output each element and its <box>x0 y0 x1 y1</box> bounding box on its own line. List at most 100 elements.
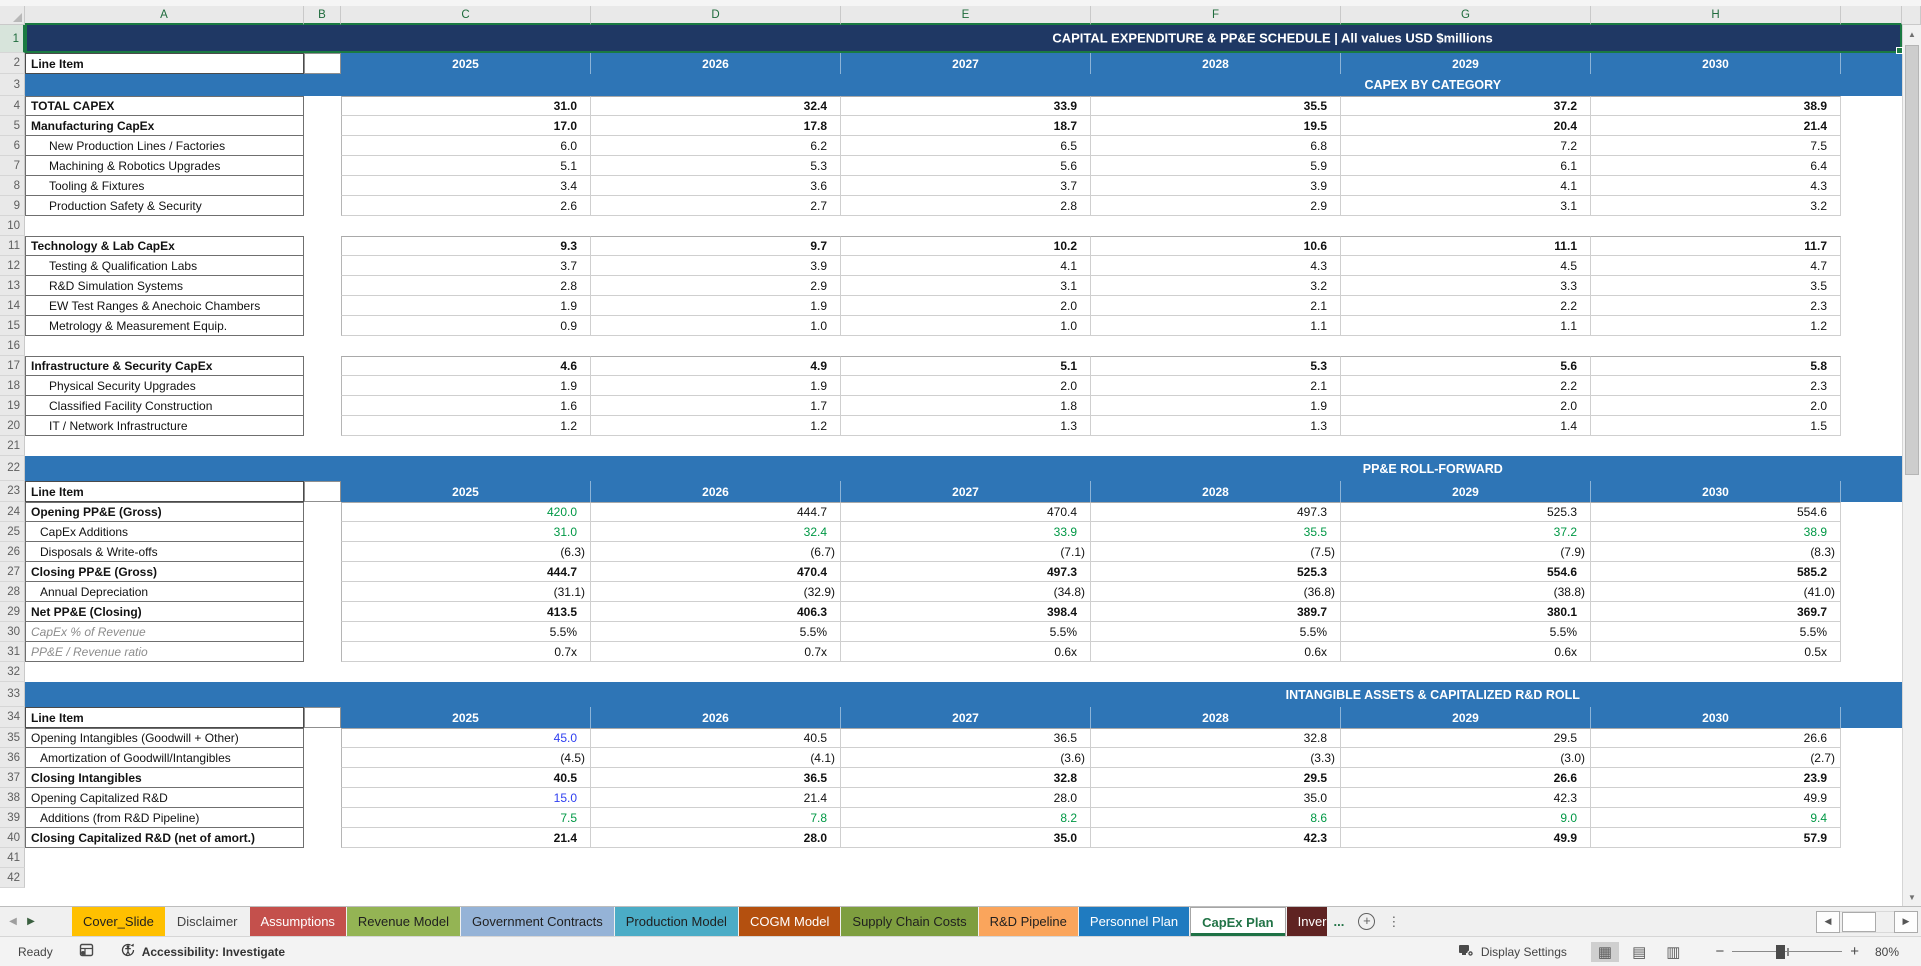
horizontal-scroll-track[interactable] <box>1840 910 1894 933</box>
column-header-D[interactable]: D <box>591 6 841 25</box>
cell-H30[interactable]: 5.5% <box>1591 622 1841 642</box>
cell-B15[interactable] <box>304 316 341 336</box>
row-header-40[interactable]: 40 <box>0 828 25 848</box>
cell-A2[interactable]: Line Item <box>25 53 304 74</box>
year-header-2025-row2[interactable]: 2025 <box>341 53 591 74</box>
display-settings-button[interactable]: Display Settings <box>1458 943 1567 961</box>
row-header-4[interactable]: 4 <box>0 96 25 116</box>
cell-H14[interactable]: 2.3 <box>1591 296 1841 316</box>
new-sheet-button[interactable]: + <box>1358 913 1376 930</box>
cell-F14[interactable]: 2.1 <box>1091 296 1341 316</box>
cell-F28[interactable]: (36.8) <box>1091 582 1341 602</box>
cell-C39[interactable]: 7.5 <box>341 808 591 828</box>
hscroll-right-button[interactable]: ▶ <box>1894 910 1918 933</box>
cell-C7[interactable]: 5.1 <box>341 156 591 176</box>
row-header-36[interactable]: 36 <box>0 748 25 768</box>
cell-B39[interactable] <box>304 808 341 828</box>
cell-A18[interactable]: Physical Security Upgrades <box>25 376 304 396</box>
cell-H29[interactable]: 369.7 <box>1591 602 1841 622</box>
cell-D27[interactable]: 470.4 <box>591 562 841 582</box>
cell-F40[interactable]: 42.3 <box>1091 828 1341 848</box>
cell-A6[interactable]: New Production Lines / Factories <box>25 136 304 156</box>
cell-G40[interactable]: 49.9 <box>1341 828 1591 848</box>
cell-D39[interactable]: 7.8 <box>591 808 841 828</box>
cell-A15[interactable]: Metrology & Measurement Equip. <box>25 316 304 336</box>
sheet-tab-personnel-plan[interactable]: Personnel Plan <box>1078 907 1190 936</box>
year-header-2026-row23[interactable]: 2026 <box>591 481 841 502</box>
year-header-2027-row23[interactable]: 2027 <box>841 481 1091 502</box>
cell-C11[interactable]: 9.3 <box>341 236 591 256</box>
year-header-2026-row2[interactable]: 2026 <box>591 53 841 74</box>
cell-C17[interactable]: 4.6 <box>341 356 591 376</box>
row-header-28[interactable]: 28 <box>0 582 25 602</box>
cell-F30[interactable]: 5.5% <box>1091 622 1341 642</box>
cell-H28[interactable]: (41.0) <box>1591 582 1841 602</box>
cell-E29[interactable]: 398.4 <box>841 602 1091 622</box>
row-header-8[interactable]: 8 <box>0 176 25 196</box>
cell-F4[interactable]: 35.5 <box>1091 96 1341 116</box>
cell-G19[interactable]: 2.0 <box>1341 396 1591 416</box>
cell-A20[interactable]: IT / Network Infrastructure <box>25 416 304 436</box>
cell-D6[interactable]: 6.2 <box>591 136 841 156</box>
cell-E11[interactable]: 10.2 <box>841 236 1091 256</box>
cell-F26[interactable]: (7.5) <box>1091 542 1341 562</box>
cell-D20[interactable]: 1.2 <box>591 416 841 436</box>
cell-A28[interactable]: Annual Depreciation <box>25 582 304 602</box>
cell-B27[interactable] <box>304 562 341 582</box>
cell-H12[interactable]: 4.7 <box>1591 256 1841 276</box>
cell-D13[interactable]: 2.9 <box>591 276 841 296</box>
cell-D8[interactable]: 3.6 <box>591 176 841 196</box>
cell-F5[interactable]: 19.5 <box>1091 116 1341 136</box>
cell-F17[interactable]: 5.3 <box>1091 356 1341 376</box>
sheet-tab-r-d-pipeline[interactable]: R&D Pipeline <box>978 907 1078 936</box>
cell-E17[interactable]: 5.1 <box>841 356 1091 376</box>
scroll-up-button[interactable]: ▲ <box>1903 25 1921 43</box>
cell-H24[interactable]: 554.6 <box>1591 502 1841 522</box>
row-header-39[interactable]: 39 <box>0 808 25 828</box>
year-header-2029-row2[interactable]: 2029 <box>1341 53 1591 74</box>
row-header-31[interactable]: 31 <box>0 642 25 662</box>
year-header-2027-row34[interactable]: 2027 <box>841 707 1091 728</box>
cell-E9[interactable]: 2.8 <box>841 196 1091 216</box>
row-header-19[interactable]: 19 <box>0 396 25 416</box>
cell-C29[interactable]: 413.5 <box>341 602 591 622</box>
cell-B9[interactable] <box>304 196 341 216</box>
column-header-B[interactable]: B <box>304 6 341 25</box>
cell-B12[interactable] <box>304 256 341 276</box>
cell-G36[interactable]: (3.0) <box>1341 748 1591 768</box>
cell-A12[interactable]: Testing & Qualification Labs <box>25 256 304 276</box>
cell-A40[interactable]: Closing Capitalized R&D (net of amort.) <box>25 828 304 848</box>
cell-D31[interactable]: 0.7x <box>591 642 841 662</box>
cell-E8[interactable]: 3.7 <box>841 176 1091 196</box>
cell-G9[interactable]: 3.1 <box>1341 196 1591 216</box>
cell-F9[interactable]: 2.9 <box>1091 196 1341 216</box>
cell-D28[interactable]: (32.9) <box>591 582 841 602</box>
cell-H8[interactable]: 4.3 <box>1591 176 1841 196</box>
cell-A34[interactable]: Line Item <box>25 707 304 728</box>
row-header-35[interactable]: 35 <box>0 728 25 748</box>
cell-C5[interactable]: 17.0 <box>341 116 591 136</box>
view-page-layout-button[interactable]: ▤ <box>1632 943 1647 961</box>
cell-A25[interactable]: CapEx Additions <box>25 522 304 542</box>
row-header-16[interactable]: 16 <box>0 336 25 356</box>
cell-G8[interactable]: 4.1 <box>1341 176 1591 196</box>
view-page-break-button[interactable]: ▥ <box>1666 943 1681 961</box>
sheet-title-cell[interactable]: CAPITAL EXPENDITURE & PP&E SCHEDULE | Al… <box>25 25 1903 54</box>
cell-D25[interactable]: 32.4 <box>591 522 841 542</box>
cell-B20[interactable] <box>304 416 341 436</box>
cell-D26[interactable]: (6.7) <box>591 542 841 562</box>
row-header-21[interactable]: 21 <box>0 436 25 456</box>
cell-D35[interactable]: 40.5 <box>591 728 841 748</box>
cell-D17[interactable]: 4.9 <box>591 356 841 376</box>
column-header-H[interactable]: H <box>1591 6 1841 25</box>
cell-H26[interactable]: (8.3) <box>1591 542 1841 562</box>
cell-F39[interactable]: 8.6 <box>1091 808 1341 828</box>
cell-A29[interactable]: Net PP&E (Closing) <box>25 602 304 622</box>
cell-D11[interactable]: 9.7 <box>591 236 841 256</box>
column-header-F[interactable]: F <box>1091 6 1341 25</box>
cell-B31[interactable] <box>304 642 341 662</box>
row-header-32[interactable]: 32 <box>0 662 25 682</box>
column-header-G[interactable]: G <box>1341 6 1591 25</box>
cell-E40[interactable]: 35.0 <box>841 828 1091 848</box>
hscroll-left-button[interactable]: ◀ <box>1816 910 1840 933</box>
